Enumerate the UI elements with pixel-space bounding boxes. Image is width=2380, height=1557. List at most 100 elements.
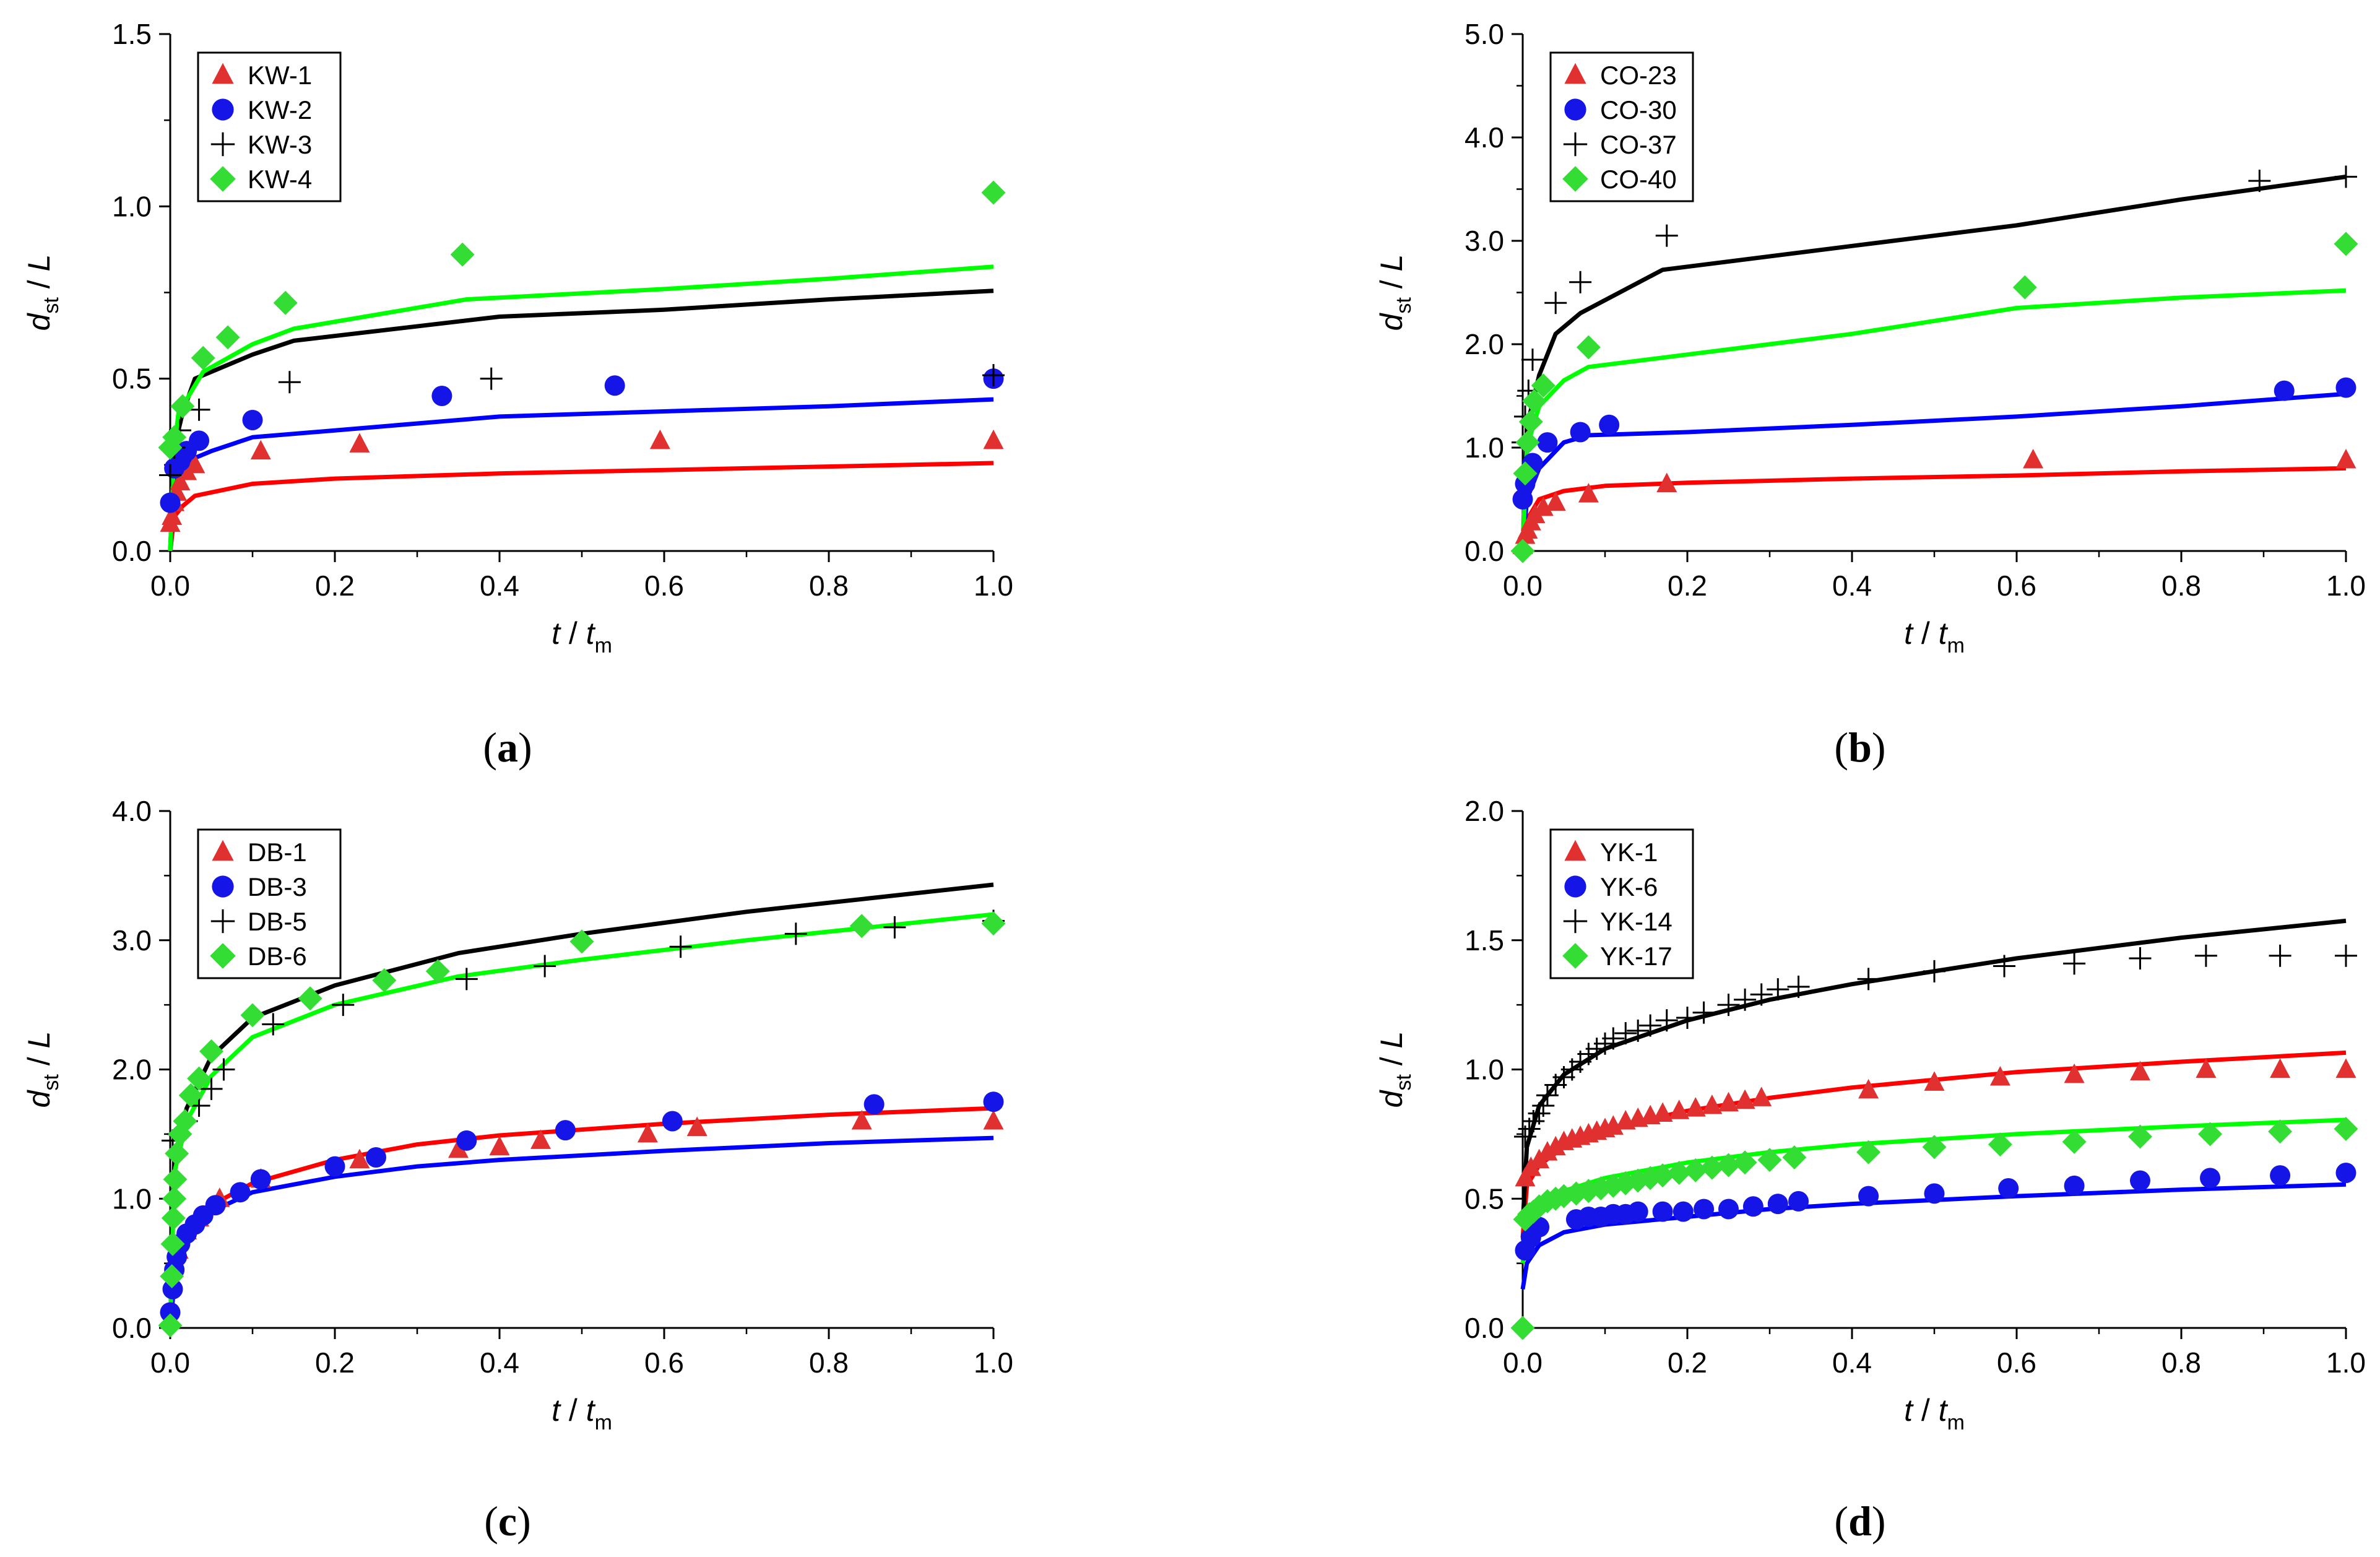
- data-point: [1858, 1078, 1879, 1099]
- data-point: [1718, 1091, 1739, 1112]
- legend-label: DB-1: [248, 838, 307, 867]
- legend-diamond-marker-icon: [1562, 943, 1588, 969]
- y-tick-label: 0.0: [1465, 1312, 1504, 1344]
- y-label-sub: st: [1392, 1074, 1416, 1091]
- data-point: [2012, 275, 2037, 300]
- series-kw-4: [158, 180, 1006, 460]
- y-label-sep: /: [1374, 271, 1409, 297]
- fit-line-kw-1: [168, 461, 994, 552]
- series-yk-17: [1510, 1117, 2358, 1340]
- legend-diamond-marker-icon: [210, 166, 236, 192]
- y-label-sep: /: [1374, 1048, 1409, 1074]
- data-point: [1923, 960, 1945, 982]
- data-point: [1716, 1153, 1741, 1178]
- y-axis-label: dst / L: [22, 254, 63, 331]
- data-point: [2064, 1063, 2085, 1083]
- data-point: [2334, 232, 2358, 256]
- data-point: [1751, 1086, 1772, 1106]
- data-point: [332, 994, 355, 1017]
- data-point: [1993, 955, 2016, 978]
- caption-open: (: [1834, 724, 1848, 771]
- x-axis-label: t / tm: [552, 616, 612, 657]
- y-label-den: L: [22, 254, 56, 272]
- data-point: [1614, 1022, 1637, 1045]
- fit-line-db-3: [168, 1135, 994, 1329]
- y-label-sep: /: [22, 1048, 56, 1074]
- series-co-23: [1512, 449, 2356, 555]
- data-point: [349, 433, 370, 453]
- legend-label: KW-2: [248, 95, 312, 124]
- data-point: [2335, 165, 2357, 188]
- data-point: [230, 1182, 251, 1203]
- y-label-den: L: [22, 1031, 56, 1049]
- y-tick-label: 1.0: [112, 1182, 152, 1215]
- x-axis-label: t / tm: [1904, 1393, 1965, 1434]
- data-point: [165, 1141, 189, 1166]
- data-point: [1545, 1135, 1566, 1156]
- data-point: [480, 367, 503, 390]
- legend-label: YK-6: [1600, 872, 1658, 901]
- data-point: [250, 1169, 271, 1190]
- data-point: [1650, 1163, 1675, 1188]
- data-point: [649, 429, 670, 449]
- legend-circle-marker-icon: [1564, 875, 1586, 898]
- x-label-sep: /: [1913, 616, 1939, 651]
- data-point: [450, 242, 475, 267]
- y-tick-label: 3.0: [1465, 225, 1504, 257]
- caption-letter: c: [498, 1498, 517, 1545]
- y-label-var: d: [1374, 1089, 1409, 1108]
- x-tick-label: 0.8: [2161, 1347, 2201, 1379]
- data-point: [849, 914, 874, 939]
- data-point: [686, 1116, 708, 1136]
- data-point: [1510, 539, 1535, 563]
- y-label-var: d: [22, 1089, 56, 1108]
- data-point: [1569, 271, 1592, 293]
- data-point: [240, 1003, 265, 1028]
- legend-plus-marker-icon: [210, 909, 235, 934]
- data-point: [205, 1195, 226, 1216]
- x-tick-label: 1.0: [2326, 570, 2366, 602]
- data-point: [2335, 1163, 2356, 1183]
- y-tick-label: 2.0: [112, 1054, 152, 1086]
- data-point: [349, 1148, 370, 1169]
- data-point: [1537, 1141, 1558, 1161]
- series-yk-1: [1515, 1058, 2356, 1187]
- data-point: [159, 464, 181, 487]
- data-point: [2063, 952, 2086, 975]
- fit-line-co-23: [1520, 466, 2347, 552]
- data-point: [278, 371, 301, 394]
- series-kw-3: [159, 364, 1005, 487]
- data-point: [555, 1120, 576, 1141]
- data-point: [1694, 1199, 1715, 1220]
- data-point: [863, 1094, 885, 1115]
- data-point: [242, 409, 263, 430]
- data-point: [212, 1058, 235, 1081]
- data-point: [1531, 373, 1556, 398]
- data-point: [1545, 491, 1566, 511]
- data-point: [366, 1147, 386, 1168]
- data-point: [1656, 472, 1677, 492]
- x-label-sub: m: [595, 1411, 612, 1434]
- data-point: [170, 471, 191, 491]
- data-point: [1603, 1115, 1624, 1135]
- legend-label: KW-3: [248, 130, 312, 159]
- data-point: [1856, 1140, 1881, 1164]
- data-point: [1788, 1191, 1809, 1212]
- y-tick-label: 4.0: [112, 795, 152, 827]
- legend-label: YK-17: [1600, 942, 1672, 971]
- data-point: [1522, 389, 1547, 414]
- caption-letter: a: [497, 724, 518, 771]
- data-point: [189, 430, 210, 451]
- data-point: [184, 453, 206, 474]
- data-point: [1544, 292, 1567, 314]
- data-point: [448, 1138, 469, 1158]
- data-point: [1515, 1166, 1536, 1187]
- y-axis-label: dst / L: [22, 1031, 63, 1108]
- y-label-sub: st: [40, 297, 63, 314]
- data-point: [1924, 1183, 1945, 1204]
- data-point: [158, 1313, 183, 1338]
- legend-label: DB-6: [248, 942, 307, 971]
- chart-panel-b: 0.0 1.0 2.0 3.0 4.0 5.0 0.0 0.2 0.4 0.6 0.8 1.0 t / …: [1374, 18, 2366, 771]
- x-tick-label: 0.6: [1997, 570, 2036, 602]
